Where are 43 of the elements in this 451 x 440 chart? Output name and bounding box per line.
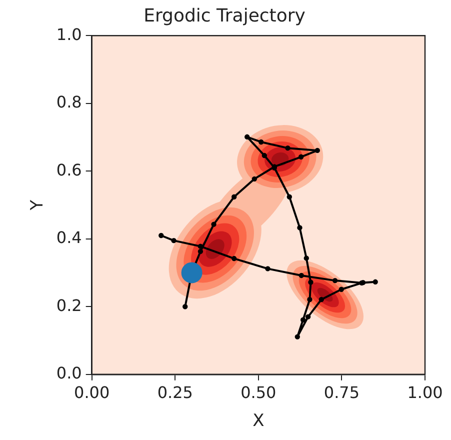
point — [286, 194, 292, 200]
point — [285, 145, 290, 151]
point — [314, 148, 320, 154]
x-tick-label: 0.75 — [324, 383, 360, 402]
point — [304, 256, 309, 261]
point — [305, 314, 311, 320]
point — [307, 296, 312, 302]
point — [338, 286, 344, 292]
point — [244, 134, 250, 140]
point — [318, 296, 324, 302]
point — [294, 334, 300, 340]
chart-title: Ergodic Trajectory — [144, 5, 306, 26]
point — [300, 317, 306, 322]
x-tick-label: 0.25 — [157, 383, 193, 402]
point — [181, 262, 202, 284]
point — [198, 248, 204, 254]
point — [258, 139, 264, 145]
point — [265, 266, 270, 272]
point — [171, 238, 176, 244]
point — [232, 256, 237, 262]
y-tick-label: 1.0 — [56, 24, 82, 44]
x-tick-label: 0.50 — [240, 383, 276, 402]
point — [252, 176, 258, 182]
x-axis-title: X — [252, 411, 265, 432]
point — [158, 232, 164, 238]
y-tick-label: 0.0 — [56, 364, 82, 383]
point — [308, 280, 314, 285]
y-tick-label: 0.4 — [56, 228, 82, 248]
point — [332, 278, 338, 284]
point — [298, 272, 304, 278]
point — [297, 225, 302, 230]
x-tick-label: 1.00 — [407, 383, 443, 402]
point — [372, 279, 378, 285]
y-tick-label: 0.2 — [56, 296, 82, 315]
point — [232, 194, 237, 200]
y-axis-title: Y — [28, 199, 48, 212]
x-tick-label: 0.00 — [74, 383, 110, 402]
y-tick-label: 0.8 — [56, 92, 82, 112]
point — [182, 304, 188, 310]
point — [211, 222, 216, 227]
y-tick-label: 0.6 — [56, 160, 82, 180]
point — [298, 154, 304, 160]
point — [262, 152, 268, 158]
